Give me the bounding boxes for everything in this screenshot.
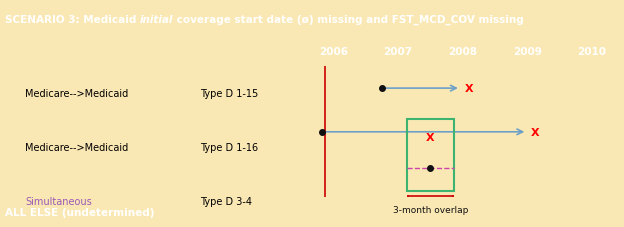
- Text: 2007: 2007: [384, 47, 412, 57]
- Text: Type D 1-15: Type D 1-15: [200, 89, 258, 99]
- Text: 2009: 2009: [513, 47, 542, 57]
- Text: Type D 3-4: Type D 3-4: [200, 196, 251, 206]
- Text: SCENARIO 3: Medicaid: SCENARIO 3: Medicaid: [5, 15, 140, 25]
- Bar: [407, 119, 454, 191]
- Text: Medicare-->Medicaid: Medicare-->Medicaid: [25, 89, 128, 99]
- Text: X: X: [426, 132, 435, 142]
- Text: ALL ELSE (undetermined): ALL ELSE (undetermined): [5, 207, 155, 217]
- Text: X: X: [465, 84, 473, 94]
- Text: 2008: 2008: [448, 47, 477, 57]
- Text: Simultaneous: Simultaneous: [25, 196, 92, 206]
- Text: coverage start date (ø) missing and FST_MCD_COV missing: coverage start date (ø) missing and FST_…: [173, 15, 524, 25]
- Text: X: X: [531, 127, 540, 137]
- Text: 3-month overlap: 3-month overlap: [392, 205, 468, 214]
- Text: 2006: 2006: [319, 47, 348, 57]
- Text: 2010: 2010: [577, 47, 607, 57]
- Text: Medicare-->Medicaid: Medicare-->Medicaid: [25, 143, 128, 153]
- Text: initial: initial: [140, 15, 173, 25]
- Text: Type D 1-16: Type D 1-16: [200, 143, 258, 153]
